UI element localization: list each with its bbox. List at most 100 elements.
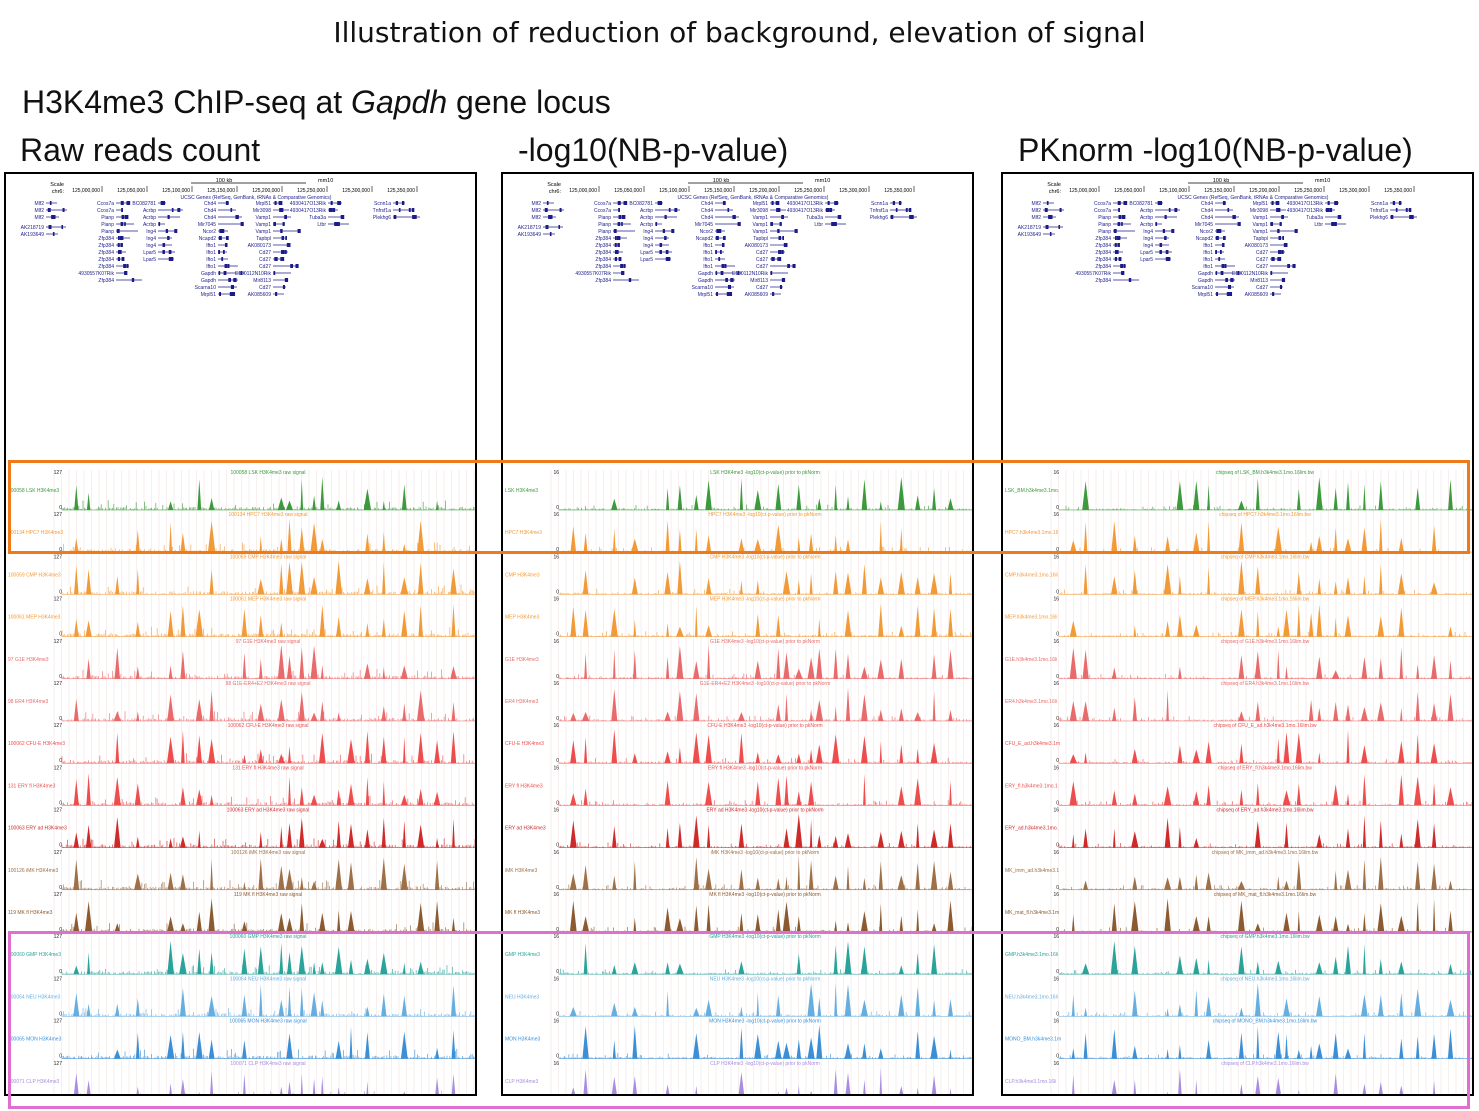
track-peak [1333,1073,1338,1094]
track-peak [434,740,440,764]
track-peak [1131,945,1139,975]
gene-label: Lpar5 [1140,250,1153,256]
gene-exon [1158,201,1162,205]
gene-exon [328,208,333,212]
track-peak [135,529,140,553]
gene-exon [613,229,617,233]
gene-exon [1049,232,1052,236]
gene-exon [158,222,161,226]
gene-exon [48,225,52,229]
gene-exon [285,278,288,282]
track-scale-zero: 0 [1056,885,1059,891]
track-scale-zero: 0 [556,885,559,891]
track-peak [582,570,589,595]
track-peak [795,668,803,679]
track-peak [286,561,293,595]
track-scale-zero: 0 [556,674,559,680]
gene-exon [1282,236,1284,240]
track-peak [1398,607,1405,637]
track-peak [115,732,120,764]
track-side-label: 119 MK fl H3K4me3 [8,910,53,916]
track-title: MON H3K4me3 -log10(ct-p-value) prior to … [709,1019,821,1025]
track-peak [1193,791,1200,806]
track-peak [570,740,577,764]
assembly-label: mm10 [318,178,333,184]
gene-label: Acrbp [640,222,653,228]
gene-exon [393,215,397,219]
gene-label: Mir8113 [253,278,271,284]
track-peak [1113,828,1116,848]
gene-exon [279,208,282,212]
gene-label: Plekhg6 [870,215,888,221]
track-title: chipseq of G1E.h3k4me3.1mo.16lim.bw [1221,639,1310,645]
gene-exon [1121,271,1125,275]
gene-exon [337,222,340,226]
gene-exon [1164,215,1167,219]
track-side-label: MON H3K4me3 [505,1037,541,1043]
track-peak [782,901,791,932]
gene-label: AK193649 [21,232,45,238]
track-peak [631,1006,638,1017]
track-peak [613,649,616,679]
track-peak [775,754,782,764]
track-peak [861,564,867,595]
track-peak [783,828,790,848]
gene-exon [715,236,719,240]
track-scale-max: 127 [54,808,63,814]
gene-exon [1174,208,1178,212]
gene-exon [171,208,174,212]
track-peak [860,911,868,932]
track-peak [1132,990,1138,1017]
track-peak [834,706,837,721]
gene-label: Ing4 [146,229,156,235]
track-side-label: NEU.h3k4me3.1mo.16li [1005,994,1058,1000]
track-peak [1362,815,1366,848]
track-peak [611,1076,617,1094]
gene-label: Cd27 [1256,257,1268,263]
gene-exon [281,236,285,240]
gene-exon [1171,229,1175,233]
track-peak [197,948,202,975]
track-side-label: 100063 ERY ad H3K4me3 [8,826,67,832]
track-peak [1400,707,1403,721]
track-scale-zero: 0 [59,843,62,849]
track-peak [570,526,577,553]
track-peak [1309,541,1314,553]
track-peak [707,645,711,679]
track-scale-zero: 0 [556,632,559,638]
track-peak [571,1087,576,1094]
coord-label: 125,050,000 [117,188,145,194]
track-peak [1398,961,1405,975]
gene-exon [48,208,51,212]
gene-exon [665,250,669,254]
track-peak [259,535,263,553]
gene-exon [1162,229,1166,233]
gene-label: E130112N10Rik [235,271,272,277]
track-peak [949,780,952,806]
track-peak [166,736,175,764]
track-peak [318,838,326,848]
track-peak [1132,570,1138,595]
gene-label: Zfp384 [98,236,114,242]
gene-exon [1325,208,1330,212]
track-side-label: ERY_fl.h3k4me3.1mo.1 [1005,783,1058,789]
gene-exon [1287,264,1290,268]
track-peak [930,573,938,595]
gene-exon [1225,278,1228,282]
gene-label: BC082781 [132,201,156,207]
gene-label: Cd27 [1256,264,1268,270]
gene-exon [1117,243,1120,247]
track-peak [1295,732,1303,764]
track-peak [775,909,781,932]
gene-label: AK085609 [248,292,272,298]
gene-exon [545,208,548,212]
track-peak [1448,910,1453,932]
track-peak [1082,649,1089,679]
track-noise [61,922,475,932]
gene-exon [737,271,740,275]
gene-exon [228,278,231,282]
track-peak [1446,999,1455,1017]
track-peak [241,948,248,975]
track-peak [1448,626,1453,637]
scale-bar-label: 100 kb [216,178,233,184]
